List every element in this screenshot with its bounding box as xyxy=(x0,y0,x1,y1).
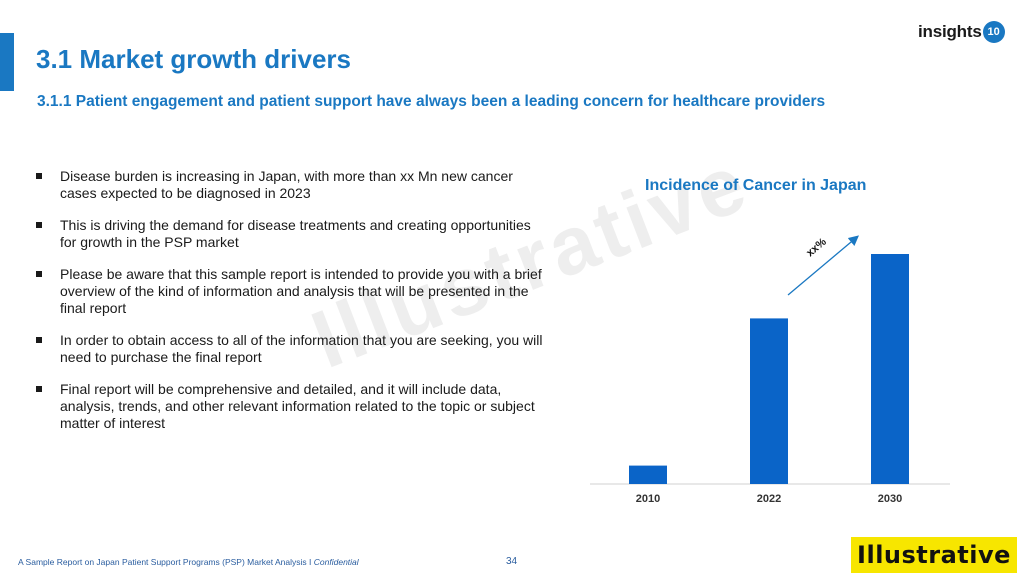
bullet-text: In order to obtain access to all of the … xyxy=(60,332,543,365)
bullet-text: Please be aware that this sample report … xyxy=(60,266,542,316)
bullet-list: Disease burden is increasing in Japan, w… xyxy=(36,168,546,447)
square-bullet-icon xyxy=(36,173,42,179)
chart-title: Incidence of Cancer in Japan xyxy=(645,177,867,194)
bullet-item: Final report will be comprehensive and d… xyxy=(36,381,546,432)
bullet-text: Final report will be comprehensive and d… xyxy=(60,381,535,431)
bullet-item: Disease burden is increasing in Japan, w… xyxy=(36,168,546,202)
x-tick-label: 2022 xyxy=(757,493,781,505)
x-tick-label: 2010 xyxy=(636,493,660,505)
page-title: 3.1 Market growth drivers xyxy=(36,44,351,74)
bullet-item: In order to obtain access to all of the … xyxy=(36,332,546,366)
growth-annotation: xx% xyxy=(804,236,829,259)
stamp-text: Illustrative xyxy=(857,541,1011,569)
page-number: 34 xyxy=(506,556,518,567)
bar-2022 xyxy=(750,318,788,484)
bullet-text: This is driving the demand for disease t… xyxy=(60,217,531,250)
growth-arrow-icon xyxy=(787,235,859,296)
title-accent-bar xyxy=(0,33,14,91)
illustrative-stamp: Illustrative xyxy=(851,537,1017,573)
square-bullet-icon xyxy=(36,222,42,228)
footer-text: A Sample Report on Japan Patient Support… xyxy=(18,557,359,567)
footer-confidential: Confidential xyxy=(313,557,359,567)
x-tick-label: 2030 xyxy=(878,493,902,505)
bullet-text: Disease burden is increasing in Japan, w… xyxy=(60,168,513,201)
bar-2010 xyxy=(629,465,667,484)
insights10-logo: insights 10 xyxy=(918,20,1005,44)
logo-text: insights xyxy=(918,22,982,41)
bullet-item: This is driving the demand for disease t… xyxy=(36,217,546,251)
page-subtitle: 3.1.1 Patient engagement and patient sup… xyxy=(37,93,826,110)
square-bullet-icon xyxy=(36,386,42,392)
bar-2030 xyxy=(871,254,909,484)
bullet-item: Please be aware that this sample report … xyxy=(36,266,546,317)
incidence-bar-chart: 2010 2022 2030 xx% xyxy=(590,235,950,505)
logo-badge: 10 xyxy=(982,21,1005,43)
footer-report-name: A Sample Report on Japan Patient Support… xyxy=(18,557,314,567)
square-bullet-icon xyxy=(36,271,42,277)
square-bullet-icon xyxy=(36,337,42,343)
